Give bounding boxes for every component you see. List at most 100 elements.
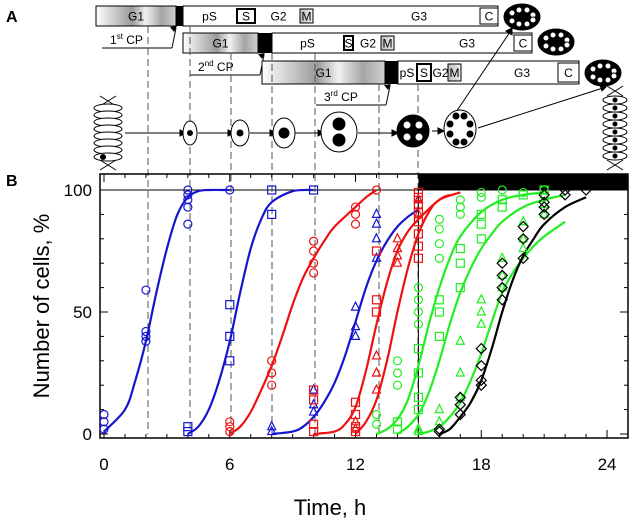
data-point: [309, 258, 319, 268]
data-point: [392, 232, 403, 243]
data-point: [183, 190, 193, 200]
x-tick-label: 12: [346, 455, 365, 474]
plot-frame: [99, 173, 629, 439]
phase-c-box: [557, 62, 580, 83]
data-point: [141, 326, 151, 337]
data-point: [266, 425, 277, 436]
data-point: [267, 209, 277, 219]
data-point: [183, 202, 193, 212]
fit-curve-7: [376, 191, 545, 436]
data-point: [559, 184, 571, 196]
data-point: [518, 242, 529, 253]
data-point: [497, 251, 508, 262]
phase-label-m: M: [383, 37, 393, 51]
y-tick-label: 50: [73, 303, 92, 322]
fit-curve-9: [418, 220, 566, 436]
data-point: [309, 426, 319, 437]
data-point: [183, 185, 193, 195]
data-point: [350, 422, 361, 432]
checkpoint-label: 2nd CP: [198, 59, 234, 74]
data-point: [455, 258, 465, 268]
data-point: [434, 253, 444, 263]
data-point: [455, 209, 465, 219]
data-point: [518, 232, 529, 243]
cycle-row-3: G1 pS S G2 M G3 C 3rd CP: [261, 60, 580, 106]
rosette-icons: [503, 3, 622, 87]
data-point: [350, 415, 361, 426]
data-point: [309, 246, 319, 256]
fit-curve-6: [354, 191, 461, 435]
filament-right-icon: [602, 85, 628, 171]
phase-m-box: [380, 35, 395, 51]
phase-label-ps: pS: [400, 66, 415, 80]
panel-b-label: B: [6, 173, 18, 190]
data-point: [476, 219, 486, 229]
fit-curve-2: [187, 188, 314, 435]
data-point: [434, 214, 444, 224]
phase-label-ps: pS: [300, 37, 315, 51]
data-point: [413, 283, 423, 293]
data-point: [141, 336, 151, 346]
checkpoint-pointer: [385, 85, 391, 106]
data-point: [413, 241, 423, 251]
phase-label-g1: G1: [212, 37, 228, 51]
data-point: [539, 208, 550, 218]
data-point: [309, 185, 319, 195]
filament-left-icon: [93, 95, 123, 171]
data-point: [225, 300, 235, 310]
checkpoint-arrowhead: [258, 53, 265, 59]
data-point: [413, 187, 423, 198]
data-point: [371, 208, 382, 218]
data-point: [413, 193, 424, 204]
data-point: [371, 307, 382, 317]
data-point: [99, 409, 109, 420]
data-point: [517, 252, 530, 265]
data-point: [371, 251, 382, 262]
y-tick-label: 0: [83, 425, 92, 444]
data-point: [539, 185, 549, 195]
phase-c-box: [513, 34, 533, 52]
phase-label-s: S: [344, 37, 352, 51]
data-point: [392, 249, 403, 260]
data-point: [392, 380, 403, 390]
data-point: [309, 268, 319, 278]
data-point: [183, 426, 193, 437]
data-point: [350, 300, 361, 311]
data-point: [371, 295, 382, 305]
data-point: [518, 215, 529, 226]
data-point: [141, 285, 151, 295]
checkpoint-block: [385, 61, 398, 84]
x-axis-title: Time, h: [294, 495, 367, 520]
data-points: [99, 184, 592, 438]
data-point: [496, 281, 509, 294]
data-point: [434, 307, 444, 317]
checkpoint-pointer: [171, 27, 177, 49]
data-point: [371, 246, 382, 256]
data-point: [413, 422, 424, 433]
phase-c-box: [479, 7, 499, 25]
data-point: [496, 269, 509, 282]
data-point: [371, 366, 382, 377]
data-point: [434, 403, 445, 414]
phase-label-g3: G3: [459, 37, 475, 51]
data-point: [225, 185, 235, 195]
phase-bar: [182, 5, 499, 27]
data-point: [580, 184, 592, 196]
phase-label-s: S: [420, 66, 428, 80]
data-point: [517, 220, 530, 233]
phase-label-g2: G2: [360, 37, 376, 51]
data-point: [350, 202, 361, 212]
data-point: [413, 192, 423, 202]
data-point: [225, 422, 235, 432]
checkpoint-label: 3rd CP: [324, 89, 358, 104]
fit-curve-1: [103, 188, 230, 433]
data-point: [309, 419, 319, 429]
black-band: [418, 174, 628, 190]
x-tick-label: 0: [99, 455, 108, 474]
data-point: [496, 293, 509, 306]
data-point: [309, 236, 319, 246]
data-point: [434, 331, 444, 341]
data-point: [413, 319, 423, 329]
phase-s-box: [343, 35, 354, 51]
